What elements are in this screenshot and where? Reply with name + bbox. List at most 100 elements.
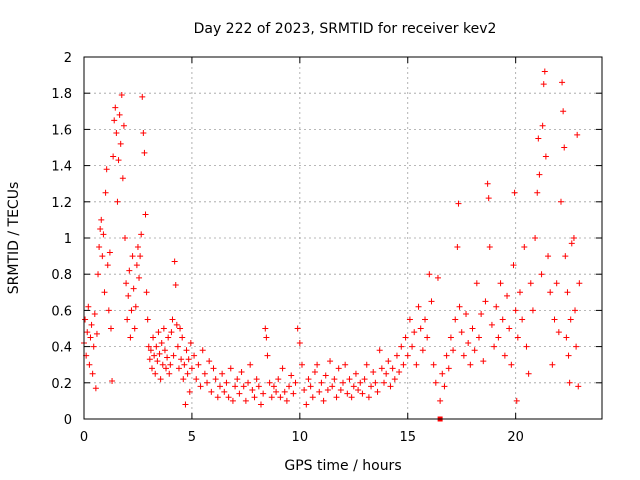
data-point (445, 365, 452, 372)
data-point (260, 390, 267, 397)
y-axis: 0 0.2 0.4 0.6 0.8 1 1.2 1.4 1.6 1.8 2 (51, 51, 602, 428)
data-point (147, 347, 154, 354)
data-point (84, 329, 91, 336)
data-point (393, 352, 400, 359)
data-point (559, 79, 566, 86)
data-point (378, 365, 385, 372)
data-point (95, 271, 102, 278)
data-point (497, 280, 504, 287)
data-point (180, 376, 187, 383)
data-point (106, 249, 113, 256)
data-point (223, 379, 230, 386)
data-point (242, 397, 249, 404)
data-point (374, 388, 381, 395)
data-point (247, 361, 254, 368)
data-point (298, 361, 305, 368)
data-point (101, 289, 108, 296)
data-point (119, 175, 126, 182)
data-point (150, 334, 157, 341)
data-point (97, 225, 104, 232)
data-point (159, 361, 166, 368)
data-point (195, 361, 202, 368)
y-tick-label: 1.2 (51, 196, 72, 211)
data-point (164, 354, 171, 361)
data-point (447, 334, 454, 341)
data-point (437, 397, 444, 404)
data-point (201, 370, 208, 377)
x-tick-label: 20 (507, 430, 524, 445)
data-point (475, 334, 482, 341)
data-point (411, 329, 418, 336)
data-point (277, 394, 284, 401)
data-point (555, 329, 562, 336)
data-point (107, 325, 114, 332)
data-point (113, 130, 120, 137)
data-point (381, 379, 388, 386)
data-point (534, 189, 541, 196)
data-points (81, 68, 583, 422)
data-point (486, 244, 493, 251)
data-point (482, 298, 489, 305)
data-point (165, 334, 172, 341)
data-point (92, 385, 99, 392)
data-point (396, 368, 403, 375)
data-point (340, 379, 346, 386)
data-point (501, 352, 508, 359)
y-tick-label: 1.8 (51, 87, 72, 102)
data-point (402, 334, 409, 341)
data-point (172, 282, 179, 289)
x-tick-label: 15 (399, 430, 416, 445)
data-point (87, 334, 94, 341)
data-point (221, 388, 228, 395)
data-point (204, 379, 211, 386)
data-point (540, 81, 547, 88)
data-point (153, 343, 160, 350)
data-point (229, 397, 236, 404)
data-point (352, 370, 359, 377)
data-point (264, 352, 271, 359)
x-tick-label: 10 (292, 430, 309, 445)
data-point (465, 339, 472, 346)
x-tick-label: 0 (80, 430, 88, 445)
data-point (178, 356, 185, 363)
data-point (255, 383, 262, 390)
data-point (270, 383, 277, 390)
x-tick-label: 5 (188, 430, 196, 445)
data-point (368, 383, 375, 390)
data-point (480, 358, 487, 365)
data-point (290, 390, 297, 397)
data-point (171, 258, 178, 265)
data-point (385, 358, 392, 365)
data-point (574, 131, 581, 138)
data-point (525, 370, 532, 377)
data-point (240, 383, 247, 390)
data-point (169, 316, 176, 323)
data-point (129, 253, 136, 260)
data-point (519, 316, 526, 323)
data-point (99, 253, 106, 260)
data-point (148, 365, 155, 372)
data-point (450, 347, 457, 354)
data-point (532, 235, 539, 241)
data-point (104, 262, 111, 269)
data-point (214, 394, 221, 401)
y-tick-label: 0 (64, 413, 72, 428)
data-point (157, 376, 164, 383)
data-point (406, 316, 413, 323)
data-point (82, 316, 89, 323)
y-tick-label: 2 (64, 51, 72, 66)
data-point (175, 365, 182, 372)
data-point (132, 303, 139, 310)
data-point (253, 376, 260, 383)
data-point (174, 343, 181, 350)
data-point (541, 68, 548, 75)
data-point (376, 347, 383, 354)
data-point (116, 111, 123, 118)
data-point (286, 383, 293, 390)
data-point (513, 397, 520, 404)
data-point (234, 376, 241, 383)
data-point (279, 365, 286, 372)
data-point (422, 316, 429, 323)
data-point (478, 311, 485, 318)
